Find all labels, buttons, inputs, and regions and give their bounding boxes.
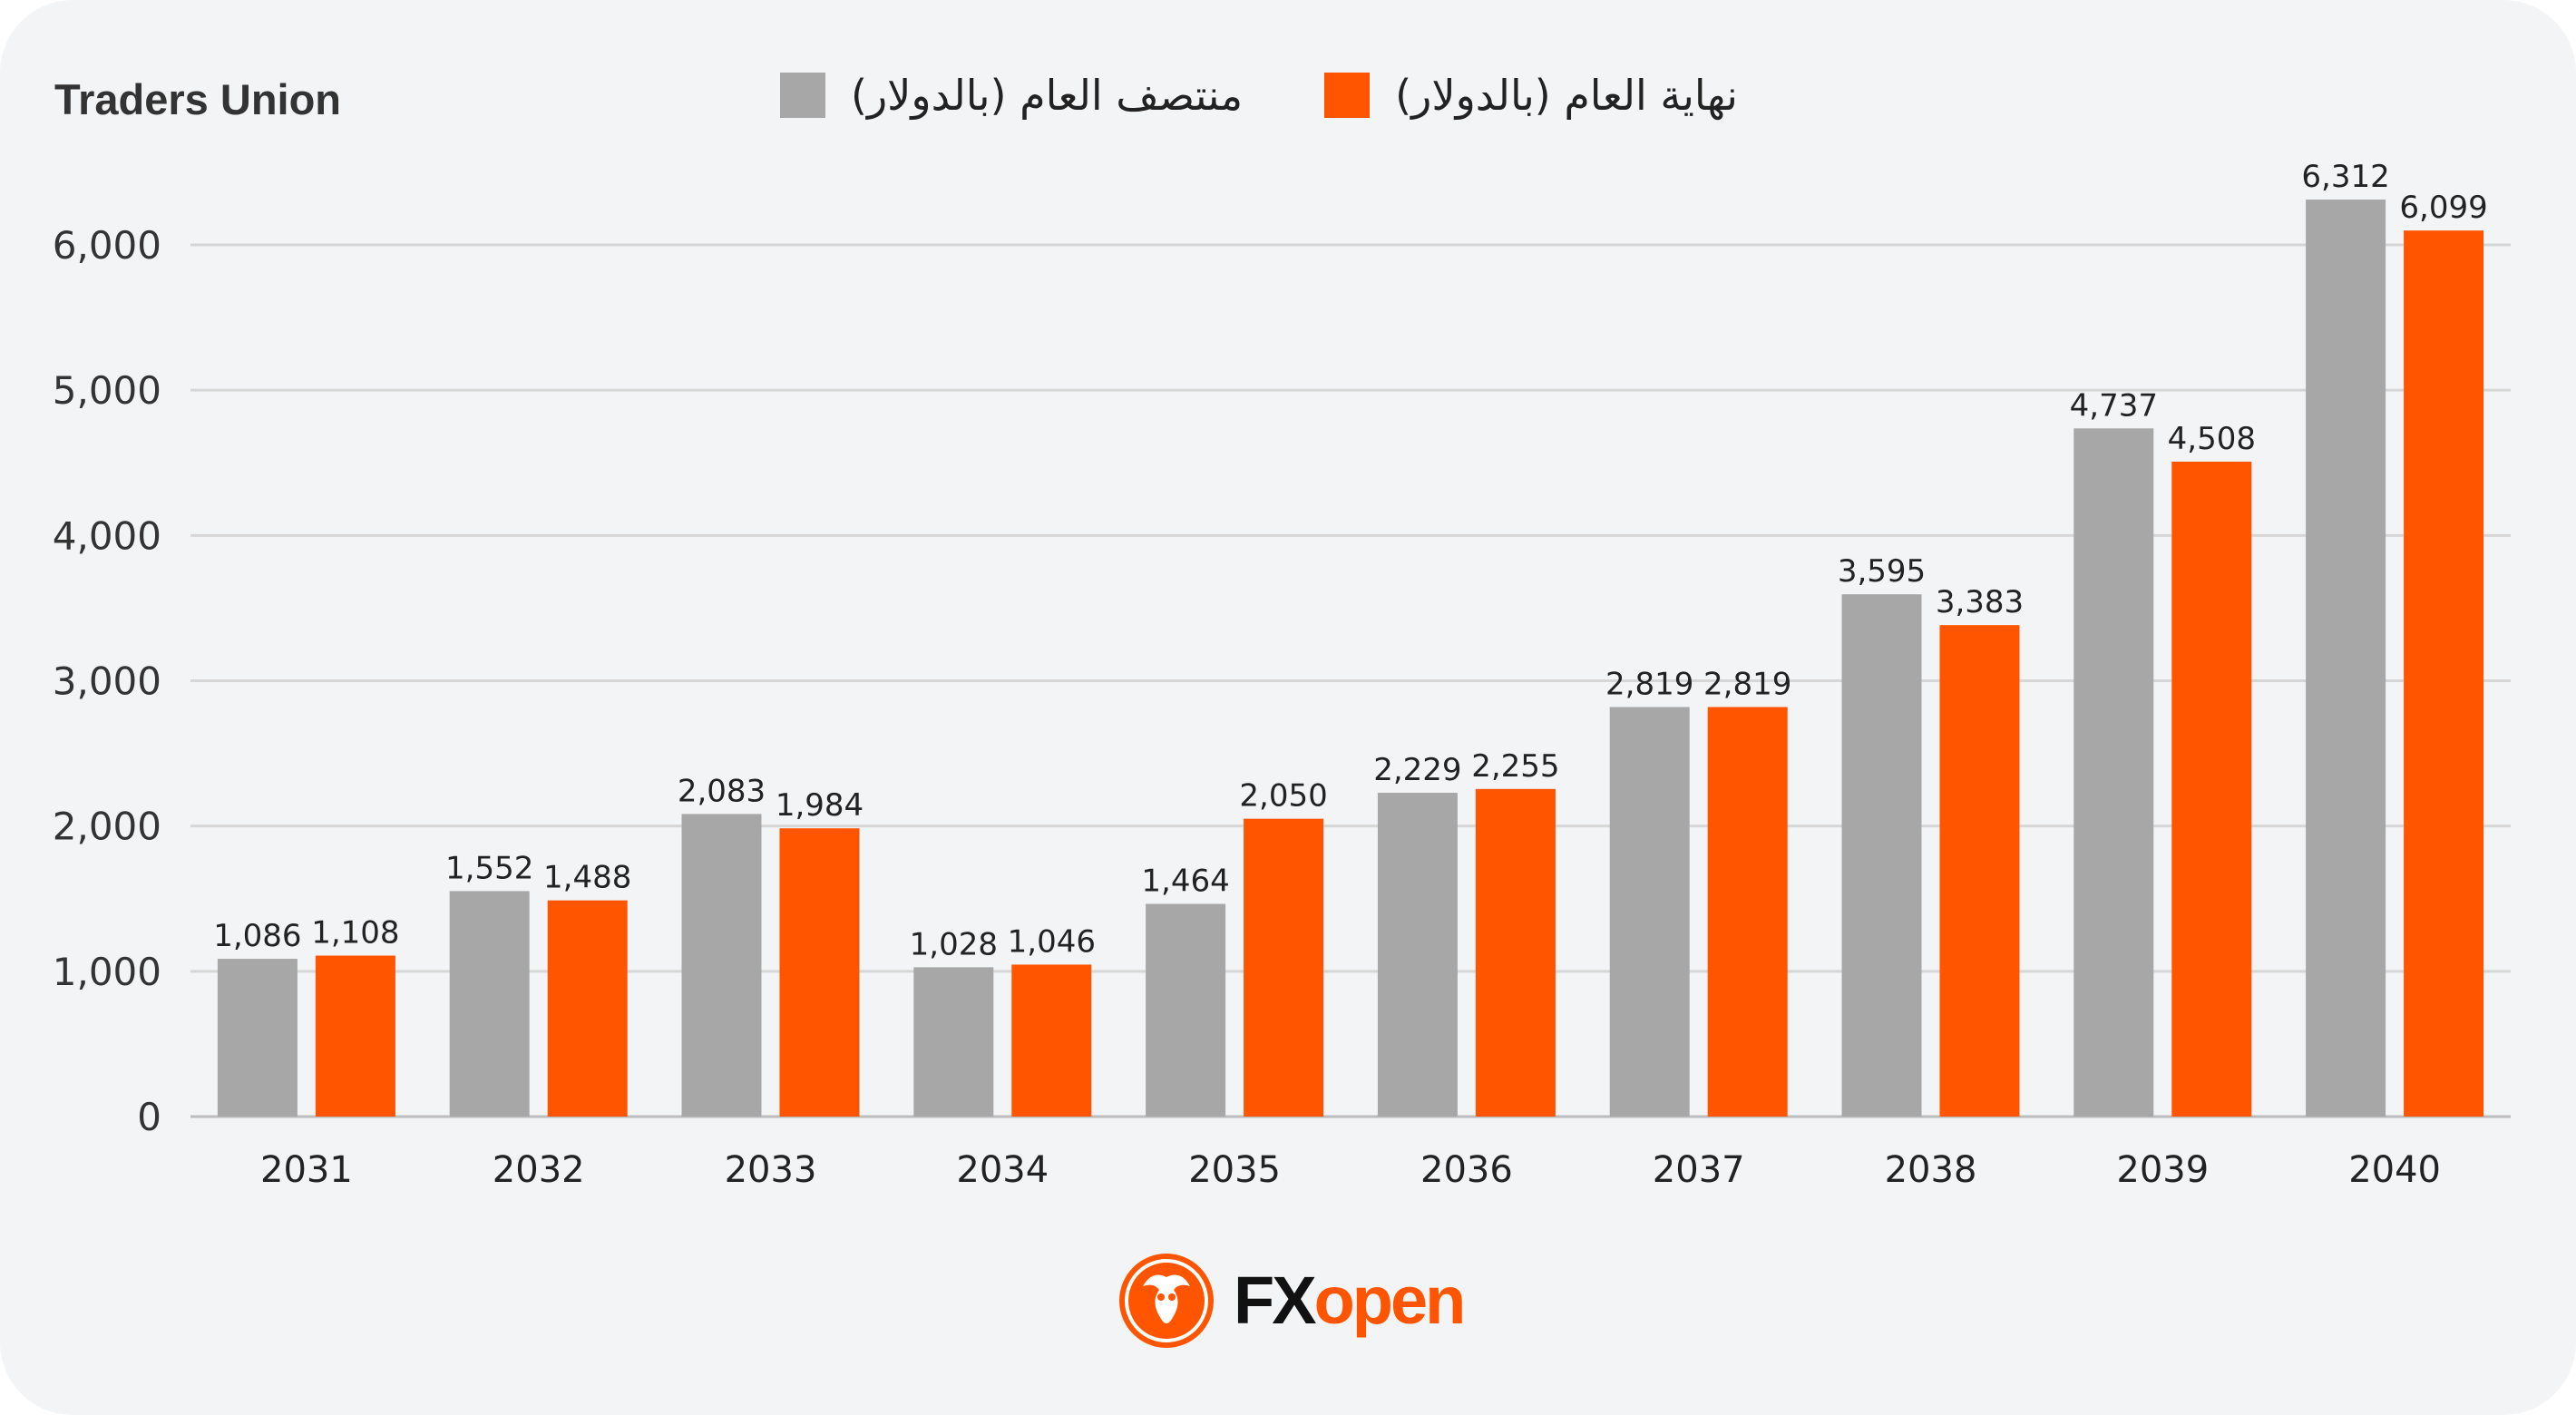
bar-1 xyxy=(449,891,530,1117)
y-tick-label: 0 xyxy=(137,1095,161,1139)
bar-1 xyxy=(217,959,298,1117)
bar-2 xyxy=(547,900,628,1117)
data-label: 4,508 xyxy=(2168,421,2256,457)
bar-2 xyxy=(315,955,395,1117)
source-label: Traders Union xyxy=(54,75,342,123)
x-tick-label: 2036 xyxy=(1420,1149,1513,1191)
legend-swatch-series2 xyxy=(1324,73,1371,118)
x-tick-label: 2031 xyxy=(260,1149,353,1191)
data-label: 2,229 xyxy=(1373,752,1461,788)
x-tick-label: 2037 xyxy=(1653,1149,1745,1191)
x-tick-label: 2033 xyxy=(725,1149,817,1191)
data-label: 1,552 xyxy=(445,850,533,886)
x-tick-label: 2038 xyxy=(1885,1149,1977,1191)
y-tick-label: 5,000 xyxy=(53,368,161,413)
data-label: 2,083 xyxy=(678,773,766,809)
legend-label-series2: نهاية العام (بالدولار) xyxy=(1395,71,1738,120)
data-label: 6,312 xyxy=(2301,159,2389,195)
brand-wordmark: FXopen xyxy=(1234,1267,1466,1334)
data-label: 3,595 xyxy=(1838,553,1926,590)
bar-1 xyxy=(1146,903,1226,1117)
data-label: 1,464 xyxy=(1141,864,1229,900)
x-tick-label: 2040 xyxy=(2348,1149,2441,1191)
y-tick-label: 6,000 xyxy=(53,223,161,268)
bar-1 xyxy=(913,967,994,1117)
data-label: 2,050 xyxy=(1239,778,1327,815)
data-label: 4,737 xyxy=(2070,387,2158,424)
y-tick-label: 1,000 xyxy=(53,950,161,994)
y-tick-label: 2,000 xyxy=(53,805,161,849)
x-tick-label: 2039 xyxy=(2116,1149,2209,1191)
data-label: 6,099 xyxy=(2399,190,2487,226)
bar-1 xyxy=(681,814,762,1117)
x-tick-label: 2035 xyxy=(1188,1149,1281,1191)
brand-part2: open xyxy=(1313,1263,1467,1338)
bar-2 xyxy=(2171,461,2252,1117)
x-tick-label: 2034 xyxy=(956,1149,1049,1191)
legend-label-series1: منتصف العام (بالدولار) xyxy=(851,71,1244,120)
legend-swatch-series1 xyxy=(780,73,825,118)
bar-1 xyxy=(2306,200,2386,1117)
data-label: 1,046 xyxy=(1008,923,1096,960)
data-label: 1,028 xyxy=(910,926,998,962)
data-label: 1,086 xyxy=(213,918,301,954)
bar-2 xyxy=(1939,625,2020,1117)
data-label: 1,108 xyxy=(311,915,399,951)
data-label: 3,383 xyxy=(1936,584,2024,620)
legend-item-series1: منتصف العام (بالدولار) xyxy=(780,71,1243,120)
data-label: 1,488 xyxy=(543,860,631,896)
bar-1 xyxy=(1609,707,1690,1117)
bar-1 xyxy=(1377,792,1458,1117)
legend-item-series2: نهاية العام (بالدولار) xyxy=(1324,71,1738,120)
y-tick-label: 3,000 xyxy=(53,659,161,704)
bar-2 xyxy=(1244,818,1324,1117)
bar-1 xyxy=(2073,428,2154,1117)
x-tick-label: 2032 xyxy=(493,1149,585,1191)
data-label: 1,984 xyxy=(776,787,864,824)
brand-part1: FX xyxy=(1234,1263,1317,1338)
legend: منتصف العام (بالدولار) نهاية العام (بالد… xyxy=(780,71,1738,120)
data-label: 2,819 xyxy=(1703,666,1791,702)
data-label: 2,255 xyxy=(1471,748,1559,785)
bar-2 xyxy=(779,828,860,1117)
bar-2 xyxy=(1011,964,1092,1117)
fxopen-logo: FXopen xyxy=(1116,1250,1466,1352)
bar-2 xyxy=(1707,707,1788,1117)
bar-1 xyxy=(1841,594,1922,1117)
bar-2 xyxy=(1475,788,1556,1117)
data-label: 2,819 xyxy=(1605,666,1693,702)
bull-bear-emblem-icon xyxy=(1119,1254,1214,1348)
y-tick-label: 4,000 xyxy=(53,513,161,558)
bar-2 xyxy=(2404,230,2484,1117)
